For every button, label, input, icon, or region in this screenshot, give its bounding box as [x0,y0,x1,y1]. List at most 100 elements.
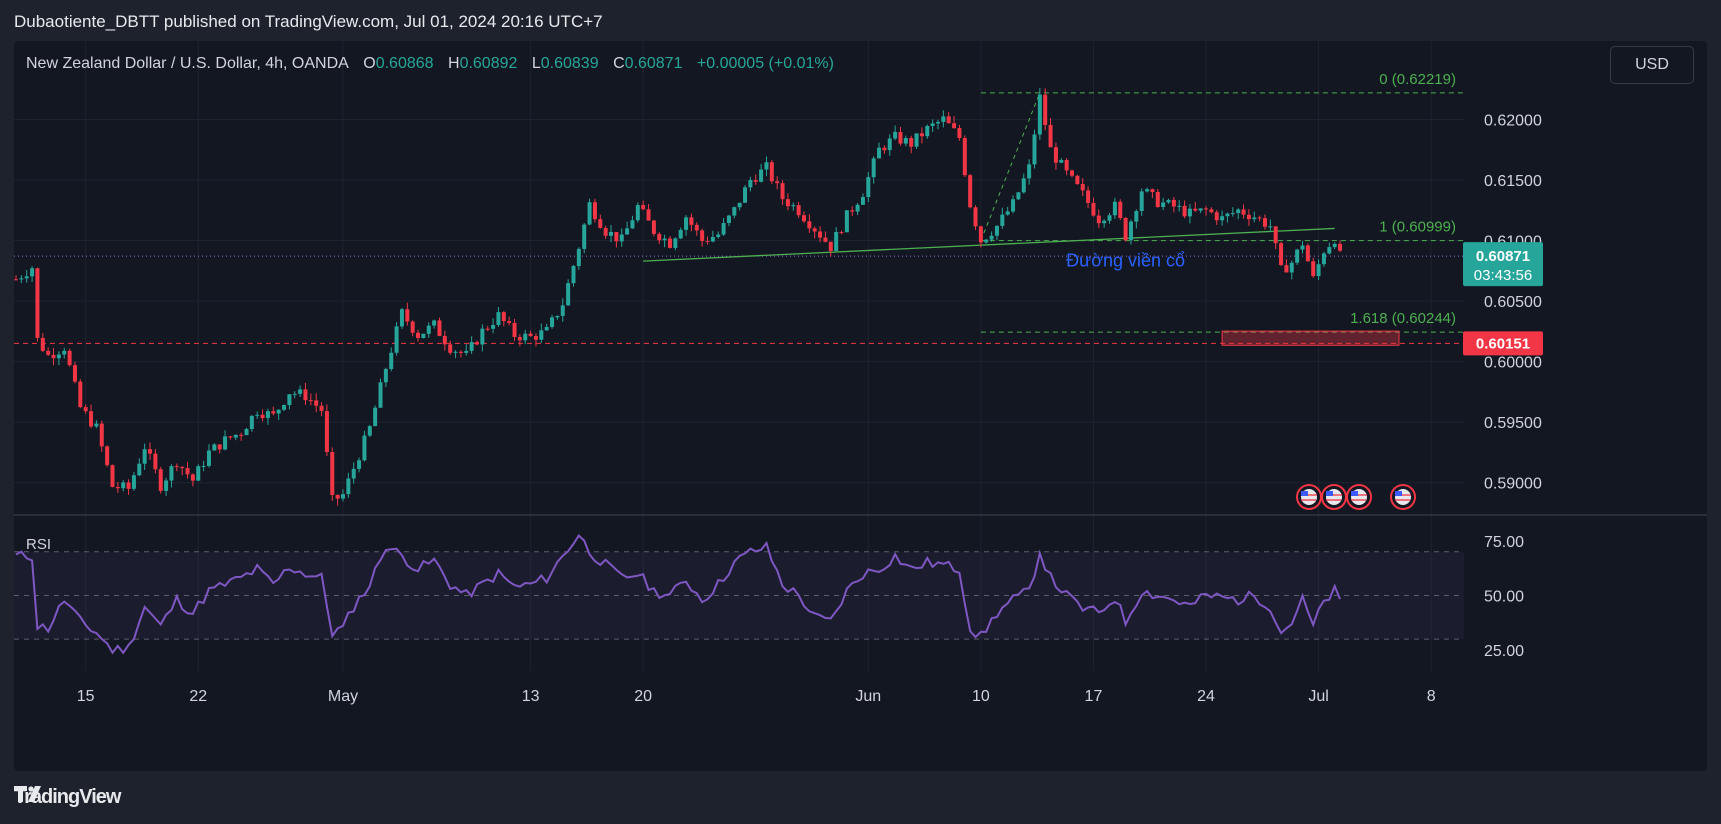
candle-body [223,436,228,450]
close-label: C [613,55,625,72]
candle-body [410,321,415,333]
candle-body [271,411,276,414]
candle-body [217,444,222,450]
candle-body [1193,208,1198,211]
fib-level-label: 1.618 (0.60244) [1350,310,1456,327]
candle-body [308,400,313,402]
last-price-tag: 0.60871 03:43:56 [1463,242,1543,287]
candle-body [828,241,833,252]
candle-body [1000,214,1005,226]
candle-body [1075,175,1080,185]
rsi-line [15,533,1341,655]
candle-body [1230,213,1235,215]
candle-body [759,169,764,182]
price-axis-label: 0.59500 [1484,415,1542,432]
rsi-axis-label: 25.00 [1484,643,1524,660]
candle-body [362,435,367,461]
candle-body [555,315,560,318]
candle-body [437,320,442,336]
currency-button[interactable]: USD [1610,46,1694,84]
candle-body [1236,209,1241,214]
candle-body [1053,147,1058,163]
candle-body [314,400,319,406]
candle-body [340,494,345,499]
candle-body [571,266,576,284]
candle-body [1064,160,1069,171]
candle-body [1214,212,1219,221]
candle-body [233,434,238,438]
candle-body [201,465,206,467]
symbol-legend: New Zealand Dollar / U.S. Dollar, 4h, OA… [26,55,834,73]
footer-brand-name: TradingView [14,786,121,808]
candle-body [1289,262,1294,273]
candle-body [24,276,29,279]
published-caption: Dubaotiente_DBTT published on TradingVie… [14,12,603,31]
change-value: +0.00005 (+0.01%) [696,55,834,72]
candle-body [651,220,656,234]
symbol-title[interactable]: New Zealand Dollar / U.S. Dollar, 4h, OA… [26,55,349,72]
candle-body [657,233,662,241]
candle-body [844,210,849,233]
candle-body [1021,178,1026,193]
candle-body [67,350,72,366]
candle-body [630,220,635,229]
candle-body [700,230,705,241]
candle-body [1198,208,1203,211]
candle-body [496,312,501,325]
candle-body [839,232,844,234]
candle-body [705,240,710,242]
candle-body [453,351,458,353]
candle-body [474,342,479,345]
candle-body [646,209,651,221]
candle-body [818,231,823,238]
candle-body [1112,201,1117,216]
candle-body [40,337,45,351]
candle-body [678,229,683,239]
time-axis-label: Jun [855,688,881,705]
candle-body [635,205,640,221]
candle-body [871,158,876,178]
candle-body [282,405,287,410]
candle-body [517,336,522,341]
candle-body [1311,261,1316,277]
candle-body [180,466,185,469]
footer-brand[interactable]: TradingView [14,786,121,809]
rsi-axis-label: 75.00 [1484,534,1524,551]
candle-body [662,238,667,241]
price-axis-label: 0.61500 [1484,173,1542,190]
candle-body [164,480,169,491]
price-chart[interactable]: 0 (0.62219) 1 (0.60999) 1.618 (0.60244) Đườ… [14,41,1707,771]
candle-body [935,121,940,124]
us-flag-icon [1346,484,1372,510]
candle-body [335,494,340,499]
candle-body [544,326,549,331]
candle-body [592,202,597,220]
candle-body [174,466,179,468]
candle-body [367,426,372,436]
time-axis-label: 24 [1197,688,1215,705]
candle-body [1273,226,1278,244]
candle-body [769,162,774,182]
candle-body [319,405,324,412]
candle-body [169,466,174,481]
candle-body [426,325,431,334]
candle-body [72,365,77,382]
candle-body [1241,209,1246,215]
candle-body [126,482,131,489]
rsi-indicator-label[interactable]: RSI [26,536,52,553]
drawing-overlays [14,92,1464,346]
price-axis-label: 0.62000 [1484,112,1542,129]
fib-level-label: 0 (0.62219) [1379,71,1456,88]
candle-body [748,180,753,188]
candle-body [35,268,40,338]
candle-body [1070,170,1075,176]
chart-panel[interactable]: 0 (0.62219) 1 (0.60999) 1.618 (0.60244) Đườ… [14,41,1707,771]
candle-body [249,415,254,430]
candle-body [1171,199,1176,207]
candle-body [528,333,533,337]
candle-body [1257,217,1262,219]
candle-body [1016,192,1021,200]
high-value: 0.60892 [459,55,518,72]
candle-body [394,326,399,353]
candle-body [550,317,555,327]
